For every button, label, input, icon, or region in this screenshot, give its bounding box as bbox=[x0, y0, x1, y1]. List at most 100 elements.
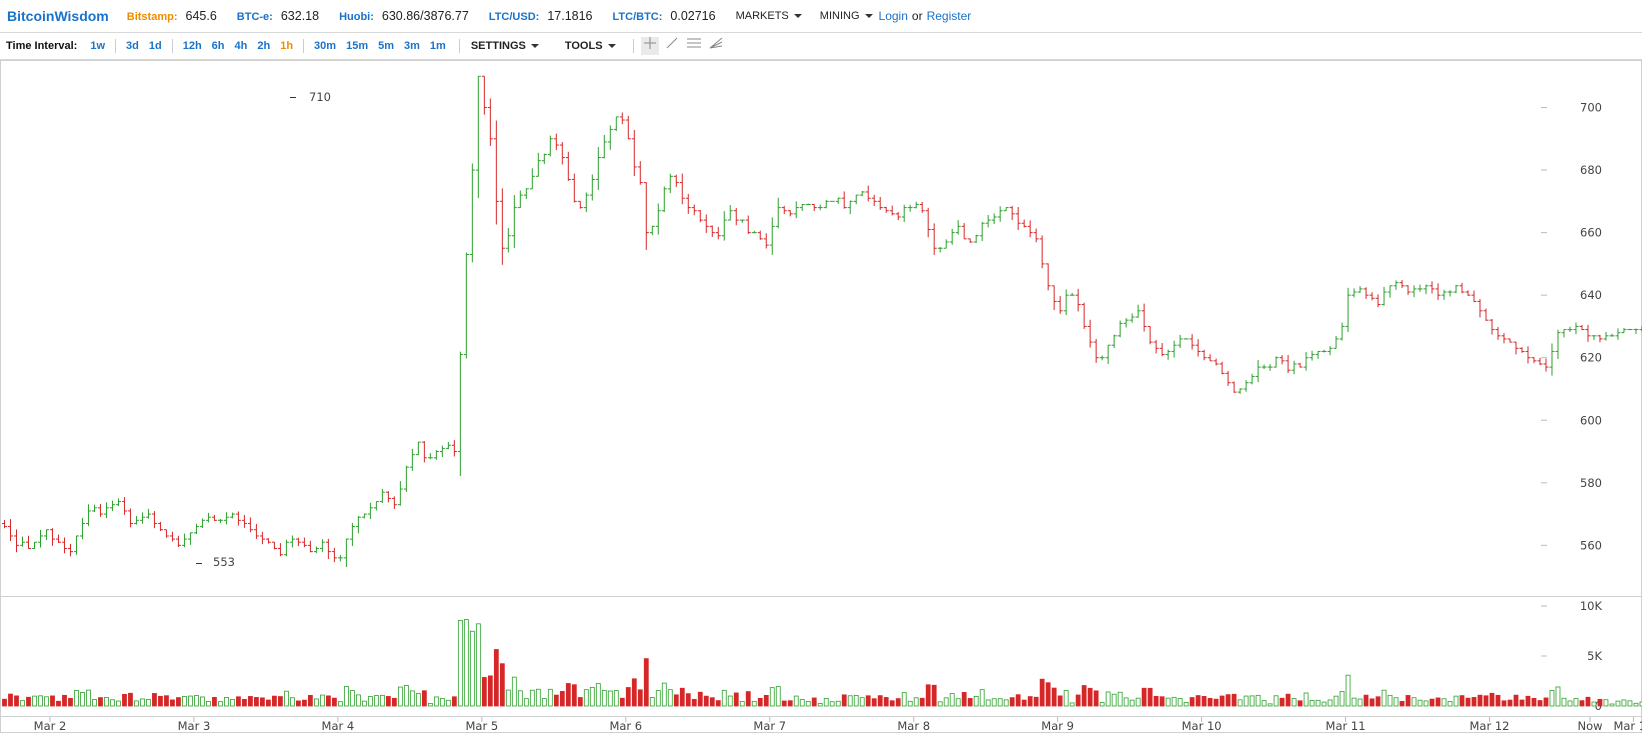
ohlc-bar bbox=[1171, 340, 1177, 358]
divider bbox=[303, 39, 305, 53]
ohlc-bar bbox=[175, 535, 181, 548]
interval-1w[interactable]: 1w bbox=[90, 40, 106, 52]
volume-bar bbox=[931, 684, 937, 707]
volume-bar bbox=[1237, 699, 1243, 707]
interval-15m[interactable]: 15m bbox=[346, 40, 369, 52]
interval-3m[interactable]: 3m bbox=[404, 40, 420, 52]
interval-30m[interactable]: 30m bbox=[314, 40, 337, 52]
interval-1d[interactable]: 1d bbox=[148, 40, 162, 52]
crosshair-icon[interactable] bbox=[640, 37, 659, 55]
volume-bar bbox=[158, 695, 163, 707]
volume-bar bbox=[1447, 701, 1453, 707]
ticker-value: 0.02716 bbox=[670, 9, 716, 23]
interval-12h[interactable]: 12h bbox=[182, 40, 202, 52]
volume-bar bbox=[1207, 697, 1213, 707]
interval-4h[interactable]: 4h bbox=[234, 40, 248, 52]
ohlc-bar bbox=[847, 200, 853, 215]
ohlc-bar bbox=[913, 201, 919, 209]
or-text: or bbox=[911, 9, 923, 23]
mining-menu[interactable]: MINING bbox=[820, 10, 873, 22]
ohlc-bar bbox=[1393, 280, 1399, 290]
interval-1h[interactable]: 1h bbox=[280, 40, 294, 52]
line-draw-icon[interactable] bbox=[663, 37, 681, 55]
low-annotation: 553 bbox=[213, 555, 235, 569]
ohlc-bar bbox=[907, 204, 913, 212]
ticker-btce[interactable]: BTC-e: 632.18 bbox=[237, 9, 319, 23]
volume-bar bbox=[1099, 702, 1105, 707]
ohlc-bar bbox=[769, 217, 775, 255]
markets-menu[interactable]: MARKETS bbox=[736, 10, 802, 22]
volume-bar bbox=[517, 690, 523, 707]
volume-bar bbox=[1201, 695, 1207, 707]
ohlc-bar bbox=[529, 168, 535, 190]
ohlc-bar bbox=[925, 207, 931, 238]
fan-lines-icon[interactable] bbox=[707, 37, 725, 55]
volume-bar bbox=[337, 701, 343, 707]
volume-bar bbox=[859, 697, 865, 707]
interval-6h[interactable]: 6h bbox=[211, 40, 225, 52]
volume-bar bbox=[823, 697, 829, 707]
settings-menu[interactable]: SETTINGS bbox=[471, 40, 539, 52]
ohlc-bar bbox=[1531, 357, 1537, 364]
volume-bar bbox=[236, 696, 241, 707]
ohlc-bar bbox=[1483, 308, 1489, 321]
ohlc-bar bbox=[217, 519, 223, 524]
ohlc-bar bbox=[1135, 304, 1141, 318]
ticker-bitstamp[interactable]: Bitstamp: 645.6 bbox=[127, 9, 217, 23]
volume-bar bbox=[979, 689, 985, 707]
ohlc-bar bbox=[703, 214, 709, 233]
ohlc-bar bbox=[931, 223, 937, 255]
tools-menu[interactable]: TOOLS bbox=[565, 40, 616, 52]
brand-logo[interactable]: BitcoinWisdom bbox=[7, 8, 109, 24]
interval-3d[interactable]: 3d bbox=[126, 40, 139, 52]
ohlc-bar bbox=[1357, 286, 1363, 293]
ohlc-bar bbox=[409, 448, 415, 471]
ticker-ltc-usd[interactable]: LTC/USD: 17.1816 bbox=[489, 9, 593, 23]
volume-bar bbox=[553, 694, 559, 707]
interval-2h[interactable]: 2h bbox=[257, 40, 271, 52]
ohlc-bar bbox=[1111, 334, 1117, 349]
ticker-ltc-btc[interactable]: LTC/BTC: 0.02716 bbox=[613, 9, 716, 23]
ohlc-bar bbox=[601, 134, 607, 159]
ohlc-bar bbox=[973, 234, 979, 244]
volume-bar bbox=[1429, 698, 1435, 707]
volume-bar bbox=[1291, 698, 1297, 707]
ohlc-bar bbox=[997, 206, 1003, 222]
volume-bar bbox=[943, 697, 949, 707]
ohlc-bar bbox=[895, 212, 901, 221]
ticker-huobi[interactable]: Huobi: 630.86/3876.77 bbox=[339, 9, 469, 23]
price-tick-label: 700 bbox=[1580, 101, 1602, 115]
ohlc-bar bbox=[655, 203, 661, 235]
ohlc-bar bbox=[1039, 235, 1045, 269]
volume-bar bbox=[955, 698, 961, 707]
ohlc-bar bbox=[1003, 207, 1009, 212]
ohlc-bar bbox=[985, 214, 991, 228]
ohlc-bar bbox=[1381, 286, 1387, 306]
ohlc-bar bbox=[523, 188, 529, 200]
volume-bar bbox=[745, 691, 751, 707]
horizontal-lines-icon[interactable] bbox=[685, 37, 703, 55]
divider bbox=[115, 39, 117, 53]
volume-bar bbox=[1081, 685, 1087, 707]
ohlc-bar bbox=[1561, 329, 1567, 338]
volume-bar bbox=[973, 696, 979, 707]
ohlc-bar bbox=[1579, 325, 1585, 331]
ohlc-bar bbox=[223, 512, 229, 525]
divider bbox=[458, 39, 460, 53]
login-link[interactable]: Login bbox=[878, 9, 908, 23]
register-link[interactable]: Register bbox=[926, 9, 972, 23]
ohlc-bar bbox=[391, 496, 397, 510]
ohlc-bar bbox=[115, 498, 121, 507]
ohlc-bar bbox=[1279, 355, 1285, 365]
ohlc-bar bbox=[73, 535, 79, 555]
interval-1m[interactable]: 1m bbox=[429, 40, 446, 52]
ohlc-bar bbox=[463, 252, 469, 359]
volume-bar bbox=[1069, 702, 1075, 707]
volume-bar bbox=[505, 689, 511, 707]
volume-bar bbox=[991, 698, 997, 707]
volume-bar bbox=[409, 690, 415, 707]
volume-bar bbox=[895, 698, 901, 707]
interval-5m[interactable]: 5m bbox=[378, 40, 395, 52]
ohlc-bar bbox=[1369, 292, 1375, 301]
